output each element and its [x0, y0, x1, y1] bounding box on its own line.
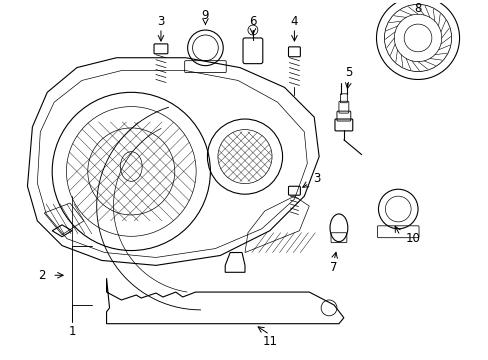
Text: 1: 1: [68, 325, 76, 338]
Text: 2: 2: [39, 269, 46, 282]
Text: 6: 6: [249, 15, 256, 28]
Text: 4: 4: [290, 15, 298, 28]
Text: 3: 3: [157, 15, 164, 28]
Text: 10: 10: [405, 232, 420, 245]
Text: 7: 7: [329, 261, 337, 274]
Text: 5: 5: [345, 66, 352, 79]
Text: 9: 9: [201, 9, 209, 22]
Text: 3: 3: [313, 172, 320, 185]
Text: 11: 11: [262, 335, 277, 348]
Text: 8: 8: [413, 2, 421, 15]
